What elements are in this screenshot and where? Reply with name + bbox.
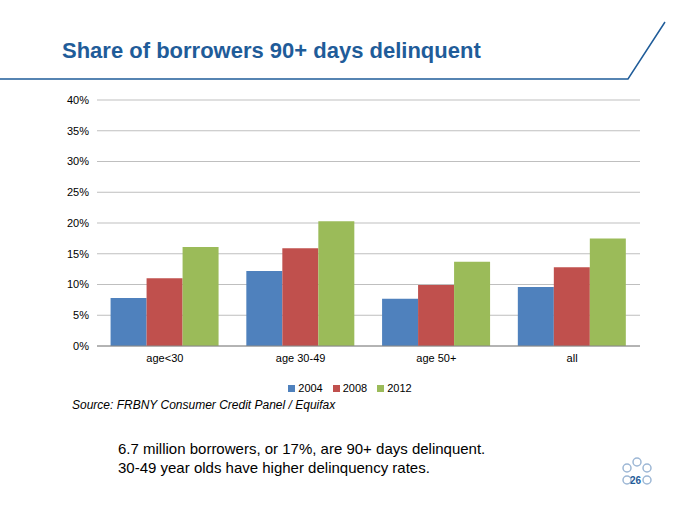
svg-text:35%: 35% (67, 125, 89, 137)
svg-text:age 50+: age 50+ (416, 352, 456, 364)
svg-text:all: all (567, 352, 578, 364)
html-text:26: 26 (630, 475, 642, 486)
html-text:2004: 2004 (298, 382, 323, 394)
html-text:2012: 2012 (387, 382, 412, 394)
svg-text:age<30: age<30 (146, 352, 183, 364)
html-text:6.7 million borrowers, or 17%,: 6.7 million borrowers, or 17%, are 90+ d… (118, 440, 486, 457)
svg-text:25%: 25% (67, 186, 89, 198)
svg-text:10%: 10% (67, 278, 89, 290)
svg-text:5%: 5% (73, 309, 89, 321)
html-text:2008: 2008 (342, 382, 368, 394)
html-text:30-49 year olds have higher de: 30-49 year olds have higher delinquency … (118, 459, 430, 476)
svg-text:30%: 30% (67, 155, 89, 167)
html-text:Source: FRBNY Consumer Credit: Source: FRBNY Consumer Credit Panel / Eq… (72, 398, 336, 412)
svg-text:40%: 40% (67, 94, 89, 106)
html-text:Share of borrowers 90+ days de: Share of borrowers 90+ days delinquent (62, 38, 481, 63)
svg-text:0%: 0% (73, 340, 89, 352)
svg-text:15%: 15% (67, 248, 89, 260)
svg-text:age 30-49: age 30-49 (276, 352, 326, 364)
svg-text:20%: 20% (67, 217, 89, 229)
